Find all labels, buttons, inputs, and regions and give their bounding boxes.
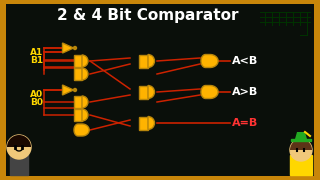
Polygon shape — [139, 55, 148, 68]
Polygon shape — [139, 116, 148, 129]
Polygon shape — [139, 86, 148, 98]
Wedge shape — [148, 86, 155, 98]
Wedge shape — [290, 139, 312, 150]
Polygon shape — [74, 68, 82, 80]
Text: 2 & 4 Bit Comparator: 2 & 4 Bit Comparator — [57, 8, 239, 22]
Circle shape — [7, 135, 31, 159]
Polygon shape — [74, 96, 82, 108]
Circle shape — [290, 139, 312, 161]
Text: A<B: A<B — [232, 56, 258, 66]
Polygon shape — [201, 55, 218, 68]
Bar — [10, 153, 28, 175]
Polygon shape — [295, 132, 307, 139]
Polygon shape — [201, 86, 218, 98]
Wedge shape — [148, 116, 155, 129]
Polygon shape — [62, 43, 74, 53]
Polygon shape — [74, 109, 82, 121]
Bar — [290, 155, 312, 175]
Wedge shape — [82, 68, 88, 80]
Wedge shape — [82, 109, 88, 121]
Wedge shape — [82, 96, 88, 108]
Bar — [291, 139, 311, 141]
Wedge shape — [7, 135, 31, 147]
Text: A>B: A>B — [232, 87, 258, 97]
Circle shape — [74, 46, 76, 50]
Text: B1: B1 — [30, 55, 43, 64]
Text: B0: B0 — [30, 98, 43, 107]
Polygon shape — [74, 124, 89, 136]
Circle shape — [74, 89, 76, 91]
Wedge shape — [148, 55, 155, 68]
Text: A1: A1 — [30, 48, 43, 57]
Text: A=B: A=B — [232, 118, 258, 128]
Text: A0: A0 — [30, 89, 43, 98]
Wedge shape — [82, 55, 88, 67]
Polygon shape — [62, 85, 74, 95]
FancyBboxPatch shape — [6, 4, 314, 176]
Polygon shape — [74, 55, 82, 67]
